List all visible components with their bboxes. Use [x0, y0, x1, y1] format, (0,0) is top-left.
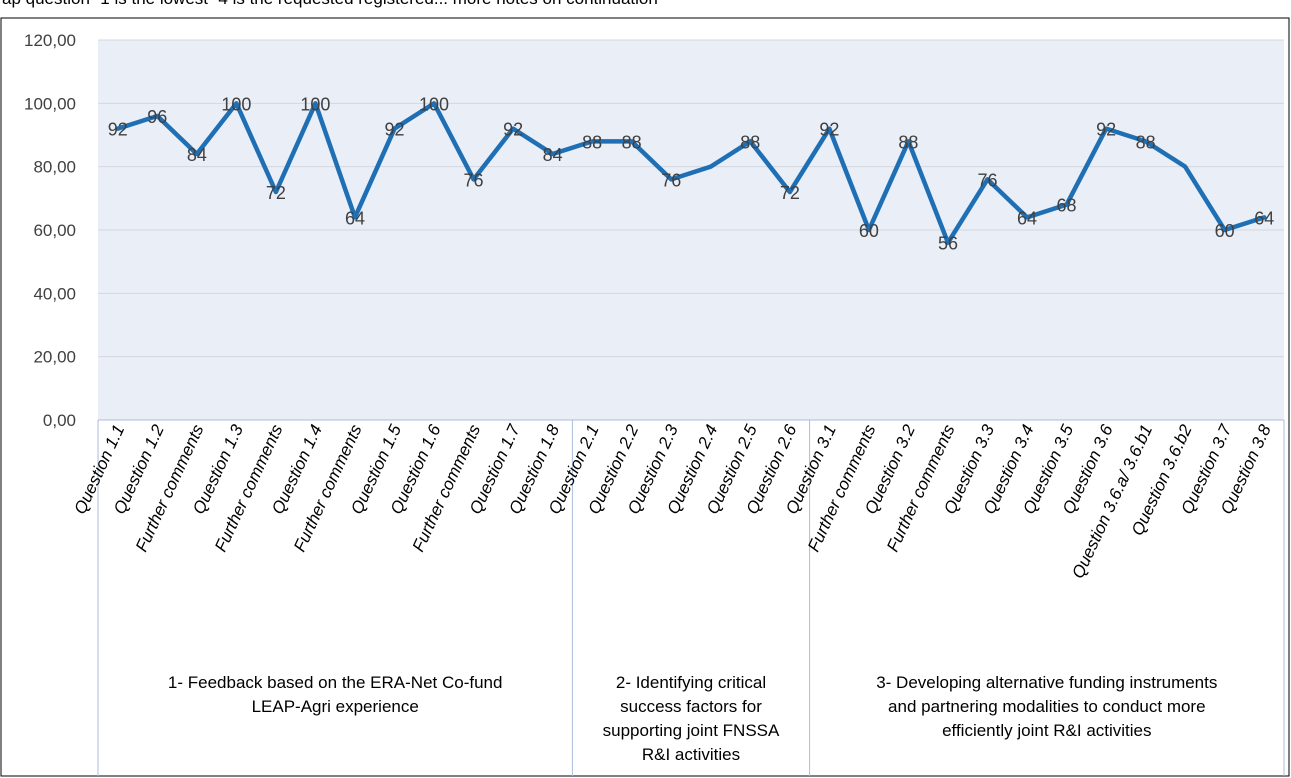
data-label: 92	[108, 120, 128, 140]
top-caption: ap question- 1 is the lowest- 4 is the r…	[2, 0, 658, 9]
y-axis: 0,00 20,00 40,00 60,00 80,00 100,00 120,00	[24, 31, 76, 430]
group-label: 2- Identifying critical success factors f…	[603, 673, 780, 764]
data-label: 100	[300, 94, 330, 114]
data-label: 88	[898, 132, 918, 152]
y-tick-label: 60,00	[33, 221, 76, 240]
y-tick-label: 80,00	[33, 158, 76, 177]
data-label: 72	[266, 183, 286, 203]
group-label-line: and partnering modalities to conduct mor…	[888, 697, 1206, 716]
y-tick-label: 0,00	[43, 411, 76, 430]
data-label: 76	[977, 170, 997, 190]
data-label: 88	[622, 132, 642, 152]
group-label-line: success factors for	[620, 697, 762, 716]
data-label: 92	[1096, 120, 1116, 140]
group-label: 1- Feedback based on the ERA-Net Co-fund…	[168, 673, 503, 716]
data-label: 84	[187, 145, 207, 165]
data-label: 60	[1215, 221, 1235, 241]
data-label: 88	[740, 132, 760, 152]
data-label: 64	[345, 208, 365, 228]
data-label: 100	[221, 94, 251, 114]
data-label: 96	[147, 107, 167, 127]
group-label-line: LEAP-Agri experience	[252, 697, 419, 716]
series-line-path	[115, 101, 1267, 245]
group-label: 3- Developing alternative funding instru…	[876, 673, 1217, 740]
data-label: 68	[1057, 196, 1077, 216]
data-labels: 92 96 84 100 72 100 64 92 100 76 92 84 88 88 76 88 72 92 6…	[108, 94, 1274, 253]
group-label-line: efficiently joint R&I activities	[942, 721, 1151, 740]
data-label: 88	[582, 132, 602, 152]
y-tick-label: 120,00	[24, 31, 76, 50]
group-label-line: R&I activities	[642, 745, 740, 764]
data-label: 88	[1136, 132, 1156, 152]
data-label: 76	[464, 170, 484, 190]
data-label: 84	[543, 145, 563, 165]
data-label: 72	[780, 183, 800, 203]
y-tick-label: 100,00	[24, 94, 76, 113]
data-label: 92	[384, 120, 404, 140]
data-label: 100	[419, 94, 449, 114]
data-label: 92	[503, 120, 523, 140]
group-label-line: 1- Feedback based on the ERA-Net Co-fund	[168, 673, 503, 692]
data-label: 56	[938, 234, 958, 254]
data-label: 92	[819, 120, 839, 140]
data-label: 64	[1254, 208, 1274, 228]
y-tick-label: 20,00	[33, 348, 76, 367]
y-tick-label: 40,00	[33, 284, 76, 303]
group-label-line: 2- Identifying critical	[616, 673, 766, 692]
gridlines	[98, 39, 1284, 358]
group-label-line: 3- Developing alternative funding instru…	[876, 673, 1217, 692]
data-label: 76	[661, 170, 681, 190]
data-label: 60	[859, 221, 879, 241]
series-line	[115, 101, 1267, 245]
group-label-line: supporting joint FNSSA	[603, 721, 780, 740]
data-label: 64	[1017, 208, 1037, 228]
